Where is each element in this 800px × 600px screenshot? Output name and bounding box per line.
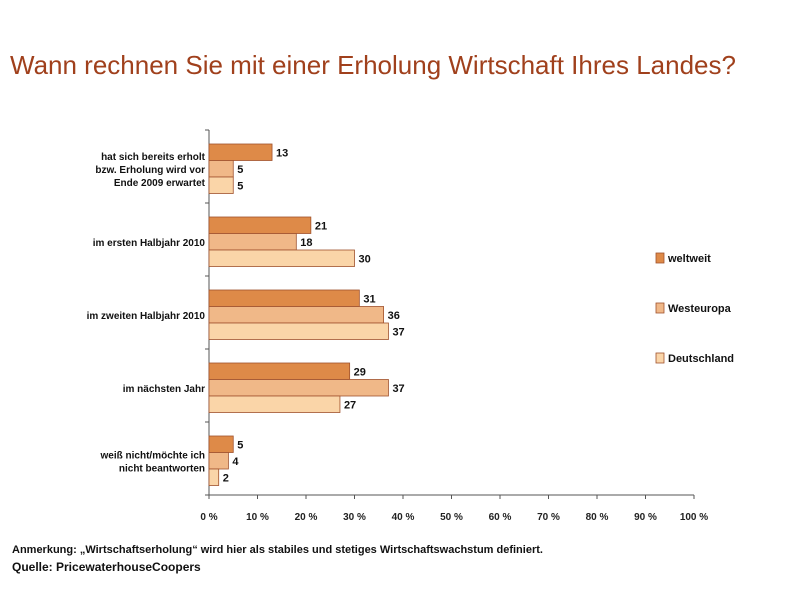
x-tick-label: 30 %	[343, 512, 366, 523]
bar-value-label: 37	[392, 383, 404, 395]
bar-weltweit	[208, 362, 351, 380]
bar-value-label: 5	[237, 164, 243, 176]
bar-value-label: 31	[363, 293, 375, 305]
bar-value-label: 2	[223, 472, 229, 484]
bar-value-label: 21	[315, 220, 327, 232]
x-tick-label: 80 %	[586, 512, 609, 523]
x-tick-label: 50 %	[440, 512, 463, 523]
category-label: weiß nicht/möchte ich	[100, 450, 205, 461]
bar-deutschland	[208, 395, 341, 413]
category-label: Ende 2009 erwartet	[114, 178, 206, 189]
bar-value-label: 5	[237, 180, 243, 192]
bar-value-label: 36	[388, 310, 400, 322]
bar-value-label: 4	[232, 456, 239, 468]
chart-title: Wann rechnen Sie mit einer Erholung Wirt…	[10, 50, 736, 80]
category-label: im ersten Halbjahr 2010	[93, 238, 206, 249]
x-tick-label: 40 %	[392, 512, 415, 523]
bar-weltweit	[208, 289, 360, 307]
category-label: hat sich bereits erholt	[101, 152, 206, 163]
bar-value-label: 29	[354, 366, 366, 378]
legend-swatch	[655, 252, 665, 264]
x-tick-label: 100 %	[680, 512, 708, 523]
x-tick-label: 90 %	[634, 512, 657, 523]
category-label: im nächsten Jahr	[123, 384, 205, 395]
legend-swatch	[655, 302, 665, 314]
bar-value-label: 18	[300, 237, 312, 249]
x-tick-label: 0 %	[200, 512, 217, 523]
legend-label: weltweit	[667, 253, 711, 265]
x-tick-label: 10 %	[246, 512, 269, 523]
bar-deutschland	[208, 322, 389, 340]
legend-label: Deutschland	[668, 353, 734, 365]
bar-westeuropa	[208, 379, 389, 397]
legend-label: Westeuropa	[668, 303, 732, 315]
bar-weltweit	[208, 143, 273, 161]
bar-westeuropa	[208, 160, 234, 178]
source-label: Quelle: PricewaterhouseCoopers	[12, 560, 201, 574]
category-label: im zweiten Halbjahr 2010	[87, 311, 206, 322]
bar-deutschland	[208, 468, 220, 486]
bar-value-label: 13	[276, 147, 288, 159]
bar-westeuropa	[208, 233, 297, 251]
x-tick-label: 20 %	[295, 512, 318, 523]
bar-weltweit	[208, 216, 312, 234]
bar-value-label: 30	[359, 253, 371, 265]
bar-value-label: 27	[344, 399, 356, 411]
bar-value-label: 37	[392, 326, 404, 338]
bar-value-label: 5	[237, 439, 243, 451]
x-tick-label: 70 %	[537, 512, 560, 523]
bar-deutschland	[208, 249, 355, 267]
footnote: Anmerkung: „Wirtschaftserholung“ wird hi…	[12, 544, 543, 556]
bar-westeuropa	[208, 452, 229, 470]
bar-weltweit	[208, 435, 234, 453]
legend-swatch	[655, 352, 665, 364]
category-label: nicht beantworten	[119, 463, 205, 474]
bar-westeuropa	[208, 306, 385, 324]
x-tick-label: 60 %	[489, 512, 512, 523]
category-label: bzw. Erholung wird vor	[95, 165, 205, 176]
bar-deutschland	[208, 176, 234, 194]
